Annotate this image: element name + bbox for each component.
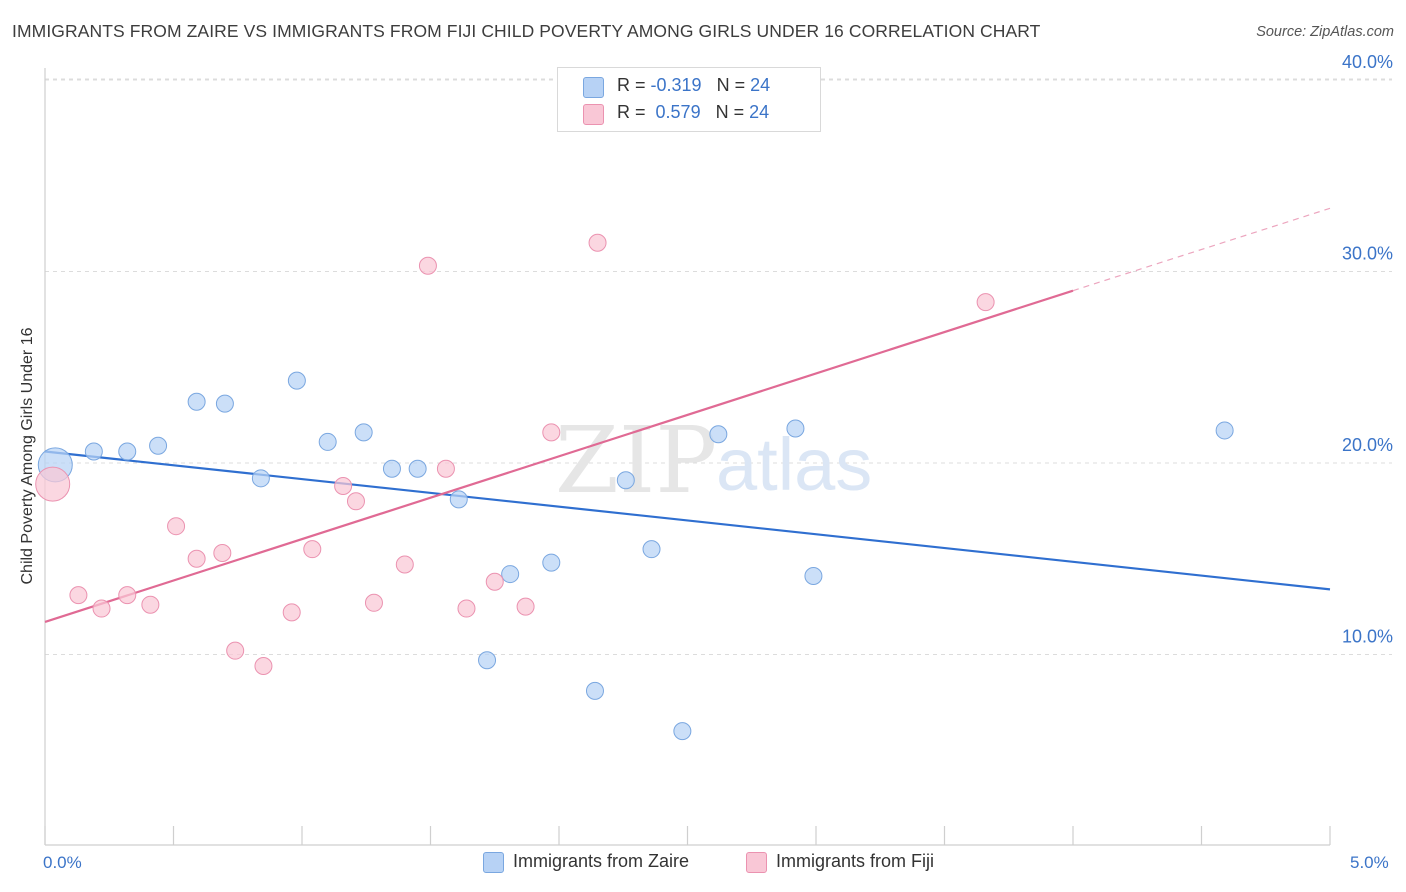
zaire-point [786, 419, 805, 438]
x-tick-label-max: 5.0% [1350, 853, 1389, 872]
fiji-point [141, 595, 160, 614]
fiji-point [346, 492, 365, 511]
zaire-point [408, 459, 427, 478]
watermark-zip: ZIP [555, 407, 717, 514]
zaire-point [616, 471, 635, 490]
source-label: Source: ZipAtlas.com [1256, 24, 1394, 40]
y-tick-label: 30.0% [1342, 244, 1393, 264]
fiji-point [418, 256, 437, 275]
zaire-point [318, 432, 337, 451]
fiji-r-value: 0.579 [655, 102, 701, 122]
fiji-point [303, 540, 322, 559]
zaire-point [501, 565, 520, 584]
fiji-point [92, 599, 111, 618]
zaire-point [187, 392, 206, 411]
fiji-swatch [583, 104, 604, 125]
y-tick-label: 20.0% [1342, 435, 1393, 455]
fiji-point [588, 233, 607, 252]
zaire-point [84, 442, 103, 461]
gridlines [45, 78, 1392, 655]
fiji-point [282, 603, 301, 622]
zaire-point [251, 469, 270, 488]
chart-title: IMMIGRANTS FROM ZAIRE VS IMMIGRANTS FROM… [12, 21, 1041, 41]
fiji-point [976, 293, 995, 312]
zaire-point [149, 436, 168, 455]
zaire-point [478, 651, 497, 670]
fiji-n-value: 24 [749, 102, 770, 122]
zaire-r-value: -0.319 [650, 75, 702, 95]
x-tick-label-min: 0.0% [43, 853, 82, 872]
zaire-point [287, 371, 306, 390]
fiji-point [334, 476, 353, 495]
zaire-point [118, 442, 137, 461]
data-points [35, 233, 1234, 741]
zaire-point [449, 490, 468, 509]
legend-zaire-swatch [483, 852, 504, 873]
legend-zaire-label: Immigrants from Zaire [513, 851, 690, 871]
fiji-point [395, 555, 414, 574]
zaire-point [354, 423, 373, 442]
zaire-point [642, 540, 661, 559]
zaire-n-label: N = [716, 75, 746, 95]
watermark: ZIP atlas [555, 407, 872, 514]
legend-fiji-label: Immigrants from Fiji [776, 851, 935, 871]
fiji-point [226, 641, 245, 660]
zaire-point [709, 425, 728, 444]
fiji-point [364, 593, 383, 612]
stats-legend: R = -0.319 N = 24 R = 0.579 N = 24 [557, 67, 821, 132]
fiji-point [485, 572, 504, 591]
fiji-point [35, 466, 71, 502]
fiji-r-label: R = [617, 102, 646, 122]
zaire-point [382, 459, 401, 478]
zaire-n-value: 24 [750, 75, 771, 95]
fiji-point [69, 586, 88, 605]
fiji-n-label: N = [715, 102, 745, 122]
zaire-point [542, 553, 561, 572]
zaire-r-label: R = [617, 75, 646, 95]
zaire-point [1215, 421, 1234, 440]
fiji-point [542, 423, 561, 442]
trend-lines [44, 207, 1331, 623]
trend-line-fiji-extension [1072, 207, 1331, 292]
y-tick-label: 40.0% [1342, 52, 1393, 72]
fiji-point [213, 544, 232, 563]
zaire-swatch [583, 77, 604, 98]
fiji-point [167, 517, 186, 536]
fiji-point [516, 597, 535, 616]
zaire-point [585, 681, 604, 700]
y-axis-label: Child Poverty Among Girls Under 16 [19, 327, 36, 585]
fiji-point [457, 599, 476, 618]
zaire-point [215, 394, 234, 413]
fiji-point [118, 586, 137, 605]
zaire-point [804, 566, 823, 585]
y-tick-label: 10.0% [1342, 627, 1393, 647]
zaire-point [673, 722, 692, 741]
fiji-point [187, 549, 206, 568]
fiji-point [254, 656, 273, 675]
trend-line-fiji [44, 289, 1074, 623]
y-tick-labels: 10.0% 20.0% 30.0% 40.0% [1342, 52, 1393, 647]
legend-fiji-swatch [746, 852, 767, 873]
fiji-point [436, 459, 455, 478]
